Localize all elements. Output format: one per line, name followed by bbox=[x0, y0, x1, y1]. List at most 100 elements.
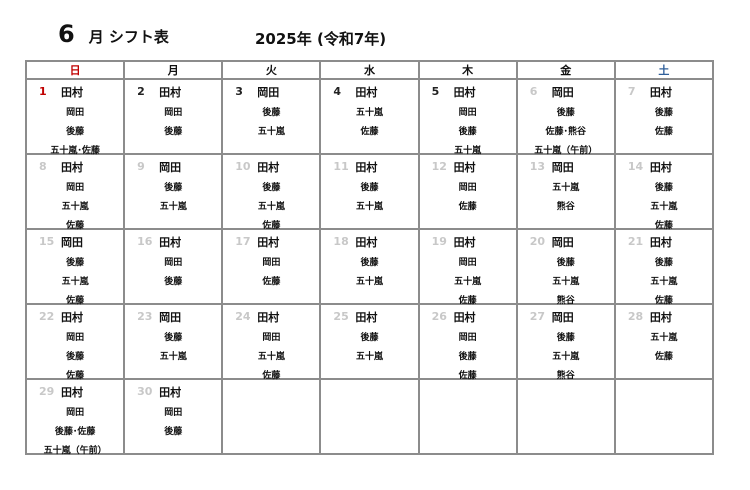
staff-name: 五十嵐 bbox=[355, 202, 383, 212]
staff-name: 岡田 bbox=[164, 408, 183, 418]
primary-staff: 田村 bbox=[453, 236, 476, 249]
weekday-header: 木 bbox=[417, 60, 518, 80]
day-cell[interactable]: 24 田村 岡田 五十嵐 佐藤 bbox=[221, 303, 322, 381]
staff-name: 五十嵐 bbox=[257, 352, 285, 362]
day-cell[interactable]: 15 岡田 後藤 五十嵐 佐藤 bbox=[24, 228, 126, 306]
staff-name: 佐藤 bbox=[360, 127, 379, 137]
day-cell[interactable]: 2 田村 岡田 後藤 bbox=[123, 78, 224, 155]
day-number: 23 bbox=[137, 310, 153, 323]
staff-list: 岡田 後藤 bbox=[125, 404, 221, 442]
day-number: 2 bbox=[137, 85, 145, 98]
staff-name: 佐藤 bbox=[458, 296, 477, 306]
staff-name: 佐藤 bbox=[654, 296, 673, 306]
day-cell[interactable]: 29 田村 岡田 後藤･佐藤 五十嵐（午前） bbox=[24, 378, 126, 456]
day-number: 29 bbox=[39, 385, 55, 398]
staff-name: 後藤 bbox=[262, 183, 281, 193]
day-cell[interactable]: 18 田村 後藤 五十嵐 bbox=[319, 228, 420, 305]
day-cell[interactable] bbox=[417, 378, 518, 455]
staff-list: 岡田 五十嵐 佐藤 bbox=[223, 329, 319, 386]
day-number: 19 bbox=[431, 235, 447, 248]
day-cell[interactable]: 16 田村 岡田 後藤 bbox=[123, 228, 224, 305]
staff-list: 後藤 五十嵐 bbox=[321, 329, 417, 367]
primary-staff: 岡田 bbox=[551, 161, 574, 174]
day-number: 5 bbox=[431, 85, 440, 98]
day-cell[interactable]: 14 田村 後藤 五十嵐 佐藤 bbox=[613, 153, 715, 231]
day-cell[interactable] bbox=[221, 378, 322, 455]
weekday-header: 水 bbox=[319, 60, 420, 80]
staff-list: 後藤 五十嵐 bbox=[125, 179, 221, 217]
staff-name: 五十嵐 bbox=[159, 352, 187, 362]
day-cell[interactable]: 22 田村 岡田 後藤 佐藤 bbox=[24, 303, 126, 381]
day-cell[interactable]: 8 田村 岡田 五十嵐 佐藤 bbox=[24, 153, 126, 231]
day-number: 10 bbox=[235, 160, 251, 173]
day-cell[interactable]: 28 田村 五十嵐 佐藤 bbox=[613, 303, 715, 380]
day-cell[interactable]: 12 田村 岡田 佐藤 bbox=[417, 153, 518, 230]
day-cell[interactable]: 25 田村 後藤 五十嵐 bbox=[319, 303, 420, 380]
staff-list: 岡田 佐藤 bbox=[420, 179, 516, 217]
day-cell[interactable]: 1 田村 岡田 後藤 五十嵐･佐藤 bbox=[24, 78, 126, 156]
day-cell[interactable]: 30 田村 岡田 後藤 bbox=[123, 378, 224, 455]
primary-staff: 田村 bbox=[649, 86, 672, 99]
day-cell[interactable]: 4 田村 五十嵐 佐藤 bbox=[319, 78, 420, 155]
staff-list: 岡田 佐藤 bbox=[223, 254, 319, 292]
staff-list: 後藤 佐藤･熊谷 五十嵐（午前） bbox=[518, 104, 614, 161]
day-cell[interactable]: 21 田村 後藤 五十嵐 佐藤 bbox=[613, 228, 715, 306]
day-number: 28 bbox=[627, 310, 644, 323]
staff-name: 岡田 bbox=[66, 408, 85, 418]
shift-calendar: 日月火水木金土 1 田村 岡田 後藤 五十嵐･佐藤 2 田村 岡田 後藤 3 岡田 後藤 五十嵐 4 田村五… bbox=[24, 60, 715, 456]
staff-list: 岡田 後藤･佐藤 五十嵐（午前） bbox=[27, 404, 123, 461]
day-cell[interactable]: 9 岡田 後藤 五十嵐 bbox=[123, 153, 224, 230]
day-cell[interactable] bbox=[515, 378, 616, 455]
week-row: 15 岡田 後藤 五十嵐 佐藤 16 田村 岡田 後藤 17 田村 岡田 佐藤 18 田村 後藤 五十嵐 19 田村… bbox=[24, 228, 715, 306]
primary-staff: 田村 bbox=[257, 236, 280, 249]
day-cell[interactable]: 7 田村 後藤 佐藤 bbox=[613, 78, 715, 155]
day-cell[interactable]: 23 岡田 後藤 五十嵐 bbox=[123, 303, 224, 380]
day-number: 14 bbox=[627, 160, 644, 173]
day-number: 16 bbox=[137, 235, 153, 248]
staff-list: 岡田 後藤 bbox=[125, 254, 221, 292]
primary-staff: 岡田 bbox=[159, 311, 182, 324]
day-cell[interactable]: 3 岡田 後藤 五十嵐 bbox=[221, 78, 322, 155]
staff-name: 五十嵐（午前） bbox=[534, 146, 598, 156]
staff-name: 後藤 bbox=[556, 333, 575, 343]
staff-list: 後藤 五十嵐 佐藤 bbox=[616, 254, 712, 311]
staff-name: 五十嵐 bbox=[159, 202, 187, 212]
staff-name: 五十嵐 bbox=[61, 202, 89, 212]
day-cell[interactable]: 5 田村 岡田 後藤 五十嵐 bbox=[417, 78, 518, 156]
day-cell[interactable] bbox=[319, 378, 420, 455]
staff-name: 後藤 bbox=[360, 333, 379, 343]
year-label: 2025年 (令和7年) bbox=[255, 30, 387, 48]
day-cell[interactable]: 11 田村 後藤 五十嵐 bbox=[319, 153, 420, 230]
day-cell[interactable]: 26 田村 岡田 後藤 佐藤 bbox=[417, 303, 518, 381]
primary-staff: 田村 bbox=[649, 311, 672, 324]
staff-name: 岡田 bbox=[164, 258, 183, 268]
day-cell[interactable]: 13 岡田 五十嵐 熊谷 bbox=[515, 153, 616, 230]
primary-staff: 田村 bbox=[453, 86, 476, 99]
day-cell[interactable]: 6 岡田 後藤 佐藤･熊谷 五十嵐（午前） bbox=[515, 78, 616, 156]
day-cell[interactable]: 19 田村 岡田 五十嵐 佐藤 bbox=[417, 228, 518, 306]
primary-staff: 田村 bbox=[355, 86, 378, 99]
staff-name: 岡田 bbox=[66, 333, 85, 343]
staff-list: 後藤 五十嵐 bbox=[321, 179, 417, 217]
staff-name: 五十嵐 bbox=[355, 352, 383, 362]
staff-name: 五十嵐 bbox=[650, 333, 678, 343]
day-cell[interactable]: 10 田村 後藤 五十嵐 佐藤 bbox=[221, 153, 322, 231]
staff-name: 五十嵐 bbox=[454, 146, 482, 156]
staff-list: 後藤 五十嵐 熊谷 bbox=[518, 254, 614, 311]
day-cell[interactable]: 20 岡田 後藤 五十嵐 熊谷 bbox=[515, 228, 616, 306]
staff-name: 佐藤 bbox=[262, 371, 281, 381]
staff-name: 後藤 bbox=[654, 108, 673, 118]
staff-name: 佐藤 bbox=[654, 127, 673, 137]
staff-name: 後藤 bbox=[66, 127, 85, 137]
staff-list: 後藤 五十嵐 佐藤 bbox=[616, 179, 712, 236]
day-cell[interactable]: 17 田村 岡田 佐藤 bbox=[221, 228, 322, 305]
staff-name: 岡田 bbox=[458, 258, 477, 268]
day-number: 4 bbox=[333, 85, 342, 98]
primary-staff: 田村 bbox=[159, 386, 182, 399]
staff-name: 後藤 bbox=[262, 108, 281, 118]
day-cell[interactable]: 27 岡田 後藤 五十嵐 熊谷 bbox=[515, 303, 616, 381]
staff-name: 佐藤 bbox=[66, 371, 85, 381]
primary-staff: 田村 bbox=[61, 86, 83, 99]
day-cell[interactable] bbox=[613, 378, 715, 455]
staff-name: 後藤 bbox=[458, 352, 477, 362]
